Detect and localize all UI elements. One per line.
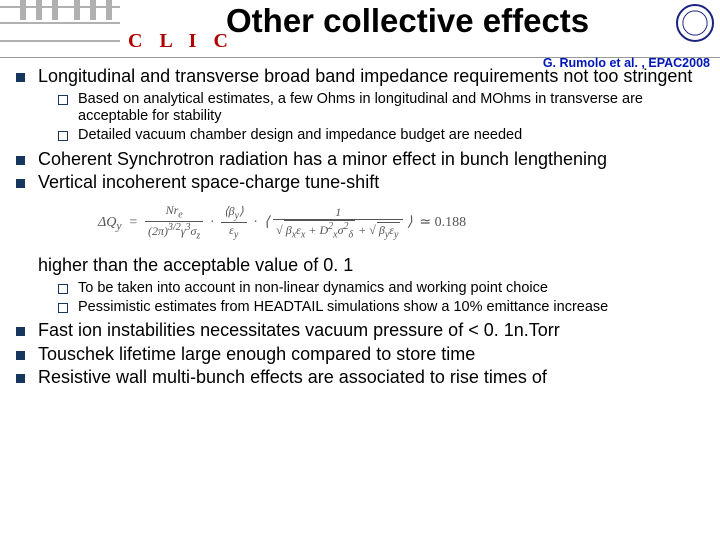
bullet-text: Touschek lifetime large enough compared … [38, 344, 475, 364]
bullet-item: Coherent Synchrotron radiation has a min… [12, 149, 708, 170]
sub-bullet-item: Based on analytical estimates, a few Ohm… [56, 91, 708, 125]
bullet-text: Resistive wall multi-bunch effects are a… [38, 367, 547, 387]
sub-bullet-text: To be taken into account in non-linear d… [78, 280, 548, 296]
org-logo-icon [676, 4, 714, 42]
sub-bullet-item: Pessimistic estimates from HEADTAIL simu… [56, 299, 708, 316]
slide-title: Other collective effects [226, 2, 589, 40]
bullet-item: Vertical incoherent space-charge tune-sh… [12, 172, 708, 317]
bullet-text: Longitudinal and transverse broad band i… [38, 66, 692, 86]
bullet-text: Coherent Synchrotron radiation has a min… [38, 149, 607, 169]
bullet-item: Fast ion instabilities necessitates vacu… [12, 320, 708, 341]
bullet-text: Vertical incoherent space-charge tune-sh… [38, 172, 379, 192]
bullet-item: Longitudinal and transverse broad band i… [12, 66, 708, 145]
sub-bullet-text: Pessimistic estimates from HEADTAIL simu… [78, 299, 608, 315]
slide-body: Longitudinal and transverse broad band i… [0, 62, 720, 390]
sub-bullet-item: To be taken into account in non-linear d… [56, 280, 708, 297]
para-text: higher than the acceptable value of 0. 1 [38, 255, 708, 276]
header-decor-lines [0, 0, 130, 46]
bullet-item: Touschek lifetime large enough compared … [12, 344, 708, 365]
formula-tuneshift: ΔQy = Nre (2π)3/2γ3σz · ⟨βy⟩ εy · ⟨ 1 [38, 197, 708, 245]
sub-bullet-text: Based on analytical estimates, a few Ohm… [78, 91, 643, 124]
sub-bullet-item: Detailed vacuum chamber design and imped… [56, 127, 708, 144]
slide-header: C L I C Other collective effects [0, 0, 720, 58]
clic-logo-text: C L I C [128, 30, 234, 53]
bullet-item: Resistive wall multi-bunch effects are a… [12, 367, 708, 388]
sub-bullet-text: Detailed vacuum chamber design and imped… [78, 127, 522, 143]
bullet-text: Fast ion instabilities necessitates vacu… [38, 320, 560, 340]
